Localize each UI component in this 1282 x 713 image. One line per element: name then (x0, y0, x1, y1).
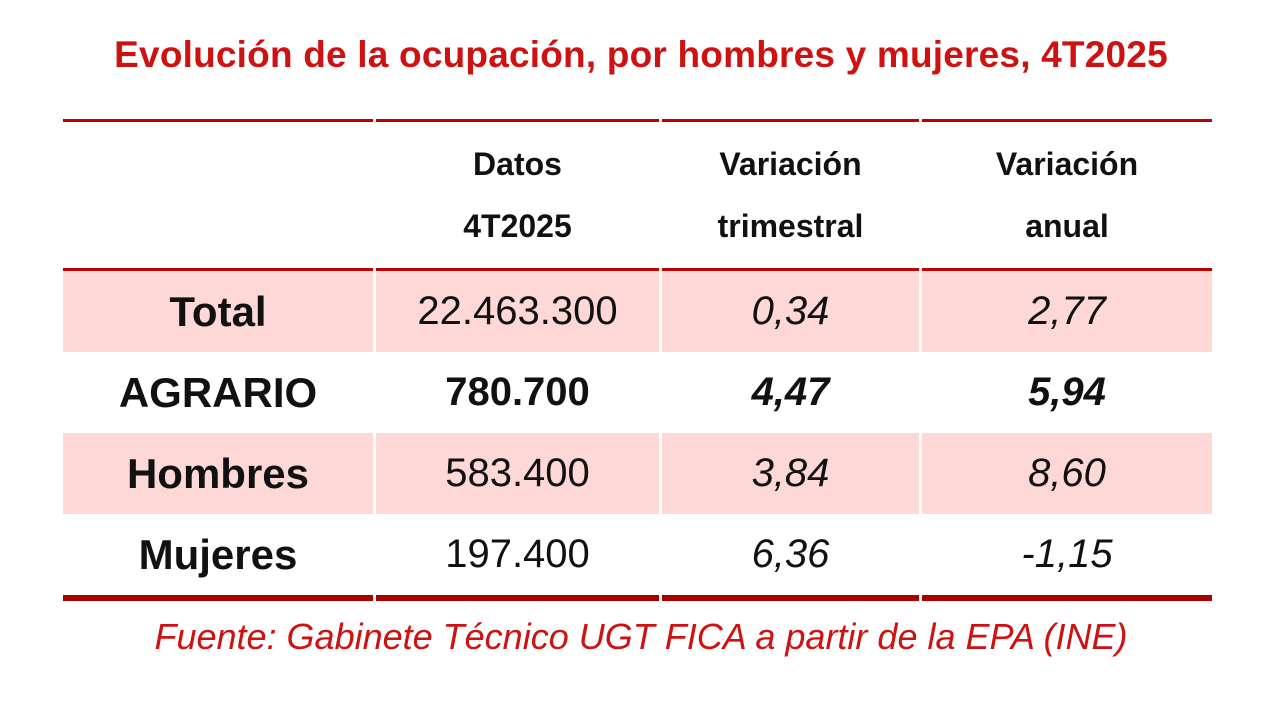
cell-datos: 197.400 (376, 514, 659, 601)
row-label: Hombres (63, 433, 373, 514)
table-row-hombres: Hombres 583.400 3,84 8,60 (63, 433, 1212, 514)
cell-variacion-anual: -1,15 (922, 514, 1212, 601)
header-line: Variación (719, 146, 862, 182)
header-line: trimestral (717, 208, 864, 244)
employment-table: Datos 4T2025 Variación trimestral Variac… (60, 119, 1215, 601)
cell-variacion-trimestral: 3,84 (662, 433, 919, 514)
header-cell-variacion-trimestral: Variación trimestral (662, 119, 919, 271)
cell-variacion-trimestral: 4,47 (751, 370, 830, 414)
header-line: anual (1025, 208, 1109, 244)
cell-variacion-trimestral: 6,36 (662, 514, 919, 601)
table-row-total: Total 22.463.300 0,34 2,77 (63, 271, 1212, 352)
header-line: 4T2025 (463, 208, 572, 244)
cell-variacion-anual: 5,94 (1028, 370, 1106, 414)
header-row: Datos 4T2025 Variación trimestral Variac… (63, 119, 1212, 271)
cell-variacion-anual: 8,60 (922, 433, 1212, 514)
table-row-mujeres: Mujeres 197.400 6,36 -1,15 (63, 514, 1212, 601)
row-label: Mujeres (63, 514, 373, 601)
header-line: Datos (473, 146, 562, 182)
cell-datos: 583.400 (376, 433, 659, 514)
header-cell-empty (63, 119, 373, 271)
header-cell-variacion-anual: Variación anual (922, 119, 1212, 271)
table-row-agrario: AGRARIO 780.700 4,47 5,94 (63, 352, 1212, 433)
row-label: AGRARIO (118, 368, 318, 416)
row-label: Total (63, 271, 373, 352)
cell-datos: 780.700 (445, 370, 590, 414)
cell-datos: 22.463.300 (376, 271, 659, 352)
source-note: Fuente: Gabinete Técnico UGT FICA a part… (154, 616, 1128, 657)
page-title: Evolución de la ocupación, por hombres y… (114, 34, 1168, 75)
header-line: Variación (995, 146, 1139, 182)
cell-variacion-anual: 2,77 (922, 271, 1212, 352)
cell-variacion-trimestral: 0,34 (662, 271, 919, 352)
header-cell-datos: Datos 4T2025 (376, 119, 659, 271)
